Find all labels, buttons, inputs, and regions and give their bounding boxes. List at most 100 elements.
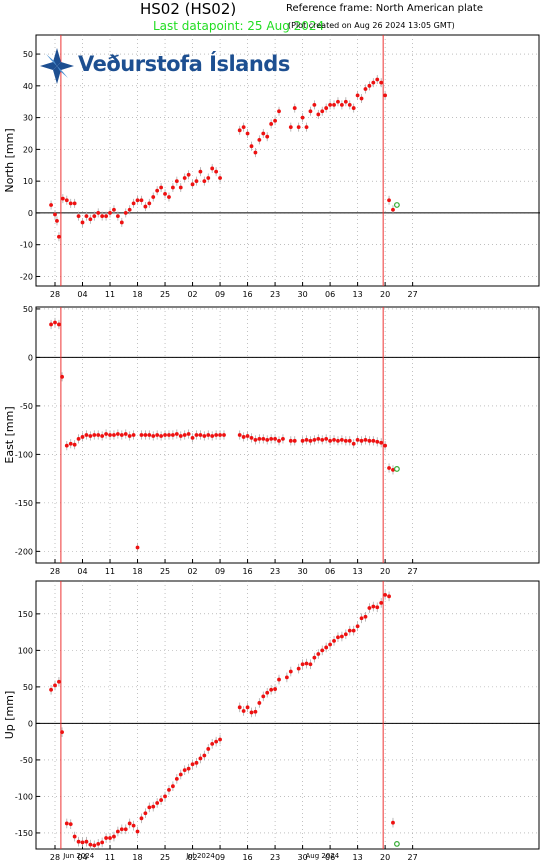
- east-data-point: [320, 437, 325, 442]
- north-plot-area: [35, 34, 540, 287]
- east-data-point: [222, 433, 226, 437]
- north-xtick-label: 16: [242, 290, 252, 299]
- east-data-point: [49, 322, 53, 327]
- up-data-point: [49, 687, 53, 692]
- up-ytick-label: -50: [20, 756, 33, 765]
- up-data-point: [375, 605, 380, 610]
- east-data-point: [119, 433, 124, 437]
- up-data-point: [131, 823, 136, 828]
- north-data-point: [108, 211, 112, 215]
- up-data-point: [167, 787, 171, 792]
- up-data-point: [112, 834, 116, 839]
- east-xtick-label: 04: [77, 567, 87, 576]
- east-data-point: [253, 437, 258, 442]
- east-xtick-label: 25: [160, 567, 170, 576]
- up-data-point: [96, 841, 101, 846]
- east-xtick-label: 02: [187, 567, 197, 576]
- up-data-point: [332, 638, 336, 643]
- north-data-point: [88, 217, 93, 222]
- north-data-point: [163, 191, 167, 196]
- north-xtick-label: 28: [50, 290, 60, 299]
- east-data-point: [88, 434, 93, 438]
- east-data-point: [64, 443, 69, 448]
- east-data-point: [194, 433, 199, 437]
- north-data-point: [339, 102, 344, 107]
- east-data-point: [96, 433, 101, 437]
- vedurstofa-logo: Veðurstofa Íslands: [40, 46, 290, 86]
- east-data-point: [351, 441, 356, 446]
- up-data-point: [316, 652, 321, 656]
- up-data-point: [64, 821, 69, 826]
- up-data-point: [88, 842, 93, 847]
- east-data-point: [131, 433, 136, 437]
- north-data-point: [324, 106, 329, 110]
- east-xtick-label: 06: [325, 567, 335, 576]
- up-data-point: [127, 821, 132, 826]
- up-data-point: [139, 816, 144, 821]
- up-data-point: [214, 739, 219, 744]
- north-xtick-label: 06: [325, 290, 335, 299]
- up-data-point: [104, 836, 108, 840]
- north-data-point: [218, 176, 222, 180]
- north-data-point: [190, 182, 195, 187]
- east-ylabel: East [mm]: [3, 406, 16, 463]
- up-data-point: [383, 592, 388, 597]
- logo-text: Veðurstofa Íslands: [78, 52, 290, 76]
- up-data-point: [359, 616, 364, 621]
- east-data-point: [371, 438, 376, 443]
- up-xtick-label: 28: [50, 853, 60, 860]
- up-data-point: [194, 760, 199, 765]
- east-data-point: [339, 437, 344, 442]
- east-data-point: [218, 433, 222, 437]
- north-data-point: [245, 131, 250, 136]
- north-xtick-label: 04: [77, 290, 87, 299]
- east-data-point: [202, 434, 207, 438]
- east-data-point: [92, 433, 97, 437]
- up-data-point: [355, 624, 360, 629]
- east-data-point: [182, 433, 187, 437]
- up-data-point: [163, 794, 167, 799]
- north-xtick-label: 11: [105, 290, 115, 299]
- reference-frame-label: Reference frame: North American plate: [286, 3, 483, 14]
- north-data-point: [371, 80, 376, 85]
- east-data-point: [288, 438, 293, 443]
- north-data-point: [320, 109, 325, 114]
- up-data-point: [343, 632, 348, 637]
- north-data-point: [104, 214, 108, 219]
- north-data-point: [57, 234, 61, 239]
- north-data-point: [387, 198, 391, 203]
- up-xtick-label: 02: [187, 853, 197, 860]
- logo-mark-icon: [40, 48, 74, 84]
- north-data-point: [171, 185, 175, 190]
- east-data-point: [127, 434, 132, 438]
- east-ytick-label: -50: [20, 402, 33, 411]
- up-ytick-label: -150: [15, 829, 33, 838]
- up-data-point: [245, 705, 250, 710]
- north-xtick-label: 02: [187, 290, 197, 299]
- north-data-point: [135, 198, 140, 203]
- up-xtick-label: 18: [132, 853, 142, 860]
- east-plot-area: [35, 306, 540, 564]
- east-xtick-label: 27: [408, 567, 418, 576]
- up-xtick-label: 09: [215, 853, 225, 860]
- east-data-point: [210, 434, 215, 438]
- north-data-point: [269, 122, 274, 126]
- north-data-point: [379, 80, 384, 85]
- north-data-point: [351, 106, 356, 110]
- east-data-point: [281, 436, 285, 441]
- up-data-point: [155, 801, 160, 805]
- east-data-point: [383, 443, 388, 448]
- north-data-point: [53, 212, 57, 217]
- east-data-point: [174, 432, 179, 436]
- north-data-point: [273, 118, 277, 123]
- up-xtick-label: 11: [105, 853, 115, 860]
- north-data-point: [202, 179, 207, 184]
- north-data-point: [355, 93, 360, 98]
- north-xtick-label: 13: [353, 290, 363, 299]
- up-data-point: [190, 762, 195, 767]
- east-ytick-label: -200: [15, 547, 33, 556]
- east-data-point: [139, 433, 144, 437]
- up-data-point: [269, 687, 274, 692]
- east-data-point: [178, 434, 183, 438]
- east-data-point: [375, 439, 380, 444]
